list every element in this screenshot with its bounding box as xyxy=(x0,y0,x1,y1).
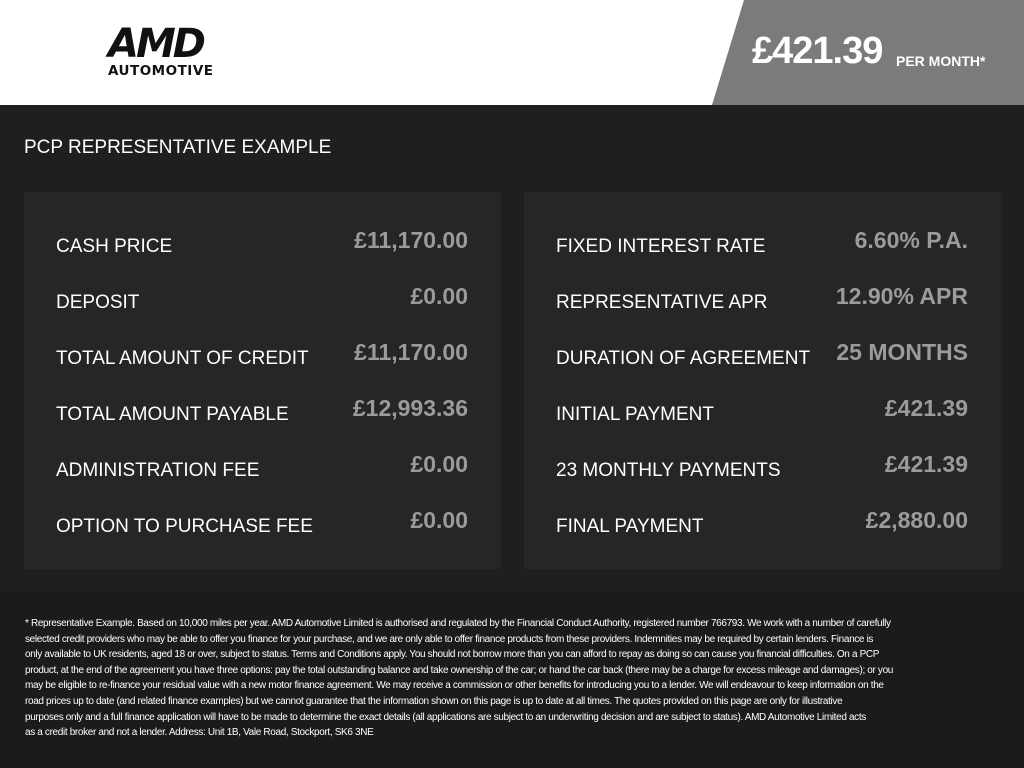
finance-value: £12,993.36 xyxy=(352,395,468,421)
finance-row: FINAL PAYMENT £2,880.00 xyxy=(556,507,968,538)
disclaimer-line: product, at the end of the agreement you… xyxy=(25,664,893,676)
disclaimer-footer: * Representative Example. Based on 10,00… xyxy=(0,592,1024,768)
header: AMD AUTOMOTIVE £421.39 PER MONTH* xyxy=(0,0,1024,105)
disclaimer-line: may be eligible to re-finance your resid… xyxy=(25,680,884,692)
finance-value: 6.60% P.A. xyxy=(854,227,968,253)
finance-row: INITIAL PAYMENT £421.39 xyxy=(556,395,968,426)
finance-value: 12.90% APR xyxy=(835,283,968,309)
finance-label: ADMINISTRATION FEE xyxy=(56,460,260,481)
finance-row: OPTION TO PURCHASE FEE £0.00 xyxy=(56,507,468,538)
finance-label: TOTAL AMOUNT OF CREDIT xyxy=(56,348,309,369)
finance-label: FINAL PAYMENT xyxy=(556,516,704,537)
finance-value: £421.39 xyxy=(884,395,968,421)
finance-row: DURATION OF AGREEMENT 25 MONTHS xyxy=(556,339,968,370)
finance-value: £0.00 xyxy=(410,283,468,309)
finance-value: £11,170.00 xyxy=(354,227,468,253)
finance-row: 23 MONTHLY PAYMENTS £421.39 xyxy=(556,451,968,482)
finance-value: £2,880.00 xyxy=(865,507,968,533)
disclaimer-line: * Representative Example. Based on 10,00… xyxy=(25,618,891,629)
finance-label: CASH PRICE xyxy=(56,236,173,257)
finance-value: £11,170.00 xyxy=(354,339,468,365)
finance-row: REPRESENTATIVE APR 12.90% APR xyxy=(556,283,968,314)
disclaimer-line: road prices up to date (and related fina… xyxy=(25,695,843,707)
finance-row: TOTAL AMOUNT OF CREDIT £11,170.00 xyxy=(56,339,468,370)
logo-subtext: AUTOMOTIVE xyxy=(108,63,214,79)
finance-label: FIXED INTEREST RATE xyxy=(556,236,766,257)
finance-value: £421.39 xyxy=(884,451,968,477)
disclaimer-line: purposes only and a full finance applica… xyxy=(25,711,866,723)
price-suffix: PER MONTH* xyxy=(896,53,986,69)
finance-label: DEPOSIT xyxy=(56,292,140,313)
finance-label: 23 MONTHLY PAYMENTS xyxy=(556,460,781,481)
finance-label: INITIAL PAYMENT xyxy=(556,404,715,425)
finance-row: FIXED INTEREST RATE 6.60% P.A. xyxy=(556,227,968,258)
finance-row: CASH PRICE £11,170.00 xyxy=(56,227,468,258)
disclaimer-text: * Representative Example. Based on 10,00… xyxy=(25,616,893,741)
finance-label: OPTION TO PURCHASE FEE xyxy=(56,516,313,537)
finance-row: DEPOSIT £0.00 xyxy=(56,283,468,314)
finance-row: TOTAL AMOUNT PAYABLE £12,993.36 xyxy=(56,395,468,426)
right-finance-panel: FIXED INTEREST RATE 6.60% P.A. REPRESENTAT… xyxy=(524,192,1001,569)
page-title: PCP REPRESENTATIVE EXAMPLE xyxy=(24,137,332,158)
finance-value: £0.00 xyxy=(410,507,468,533)
price-band xyxy=(712,0,1024,105)
finance-value: 25 MONTHS xyxy=(836,339,968,365)
left-finance-panel: CASH PRICE £11,170.00 DEPOSIT £0.00 TOTAL AM… xyxy=(24,192,501,569)
finance-label: TOTAL AMOUNT PAYABLE xyxy=(56,404,289,425)
finance-label: DURATION OF AGREEMENT xyxy=(556,348,811,369)
disclaimer-line: only available to UK residents, aged 18 … xyxy=(25,649,880,661)
amd-automotive-logo[interactable]: AMD AUTOMOTIVE xyxy=(108,24,228,80)
monthly-price: £421.39 xyxy=(752,30,883,72)
disclaimer-line: selected credit providers who may be abl… xyxy=(25,633,874,645)
finance-label: REPRESENTATIVE APR xyxy=(556,292,768,313)
disclaimer-line: as a credit broker and not a lender. Add… xyxy=(25,727,374,739)
finance-row: ADMINISTRATION FEE £0.00 xyxy=(56,451,468,482)
logo-text: AMD xyxy=(108,21,206,67)
finance-value: £0.00 xyxy=(410,451,468,477)
